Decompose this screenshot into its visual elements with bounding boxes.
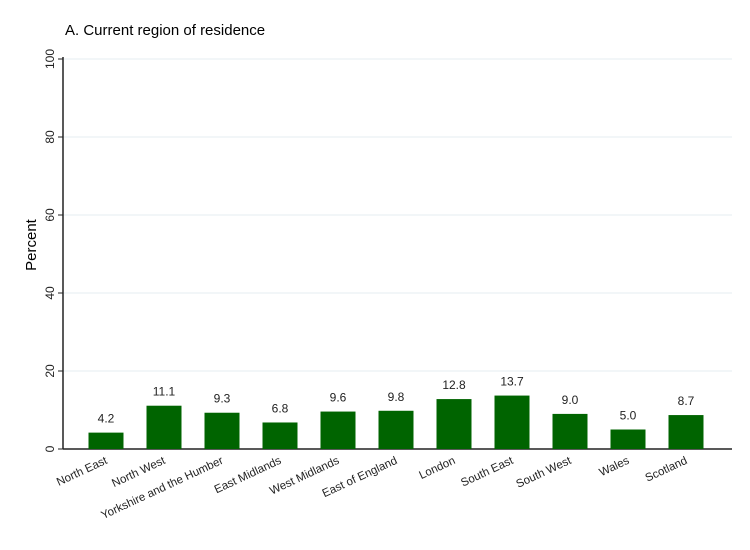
x-tick-label: South East — [459, 455, 516, 490]
bar — [610, 429, 646, 449]
bar — [668, 415, 704, 449]
y-tick-label: 80 — [43, 130, 57, 144]
bar-value-label: 9.8 — [388, 390, 405, 404]
bar — [204, 412, 240, 449]
y-tick-label: 20 — [43, 364, 57, 378]
bar-value-label: 6.8 — [272, 401, 289, 415]
x-tick-label: Scotland — [644, 455, 690, 485]
bar — [88, 432, 124, 449]
bar-value-label: 9.6 — [330, 391, 347, 405]
bar-value-label: 12.8 — [442, 378, 466, 392]
bar — [146, 405, 182, 449]
x-tick-label: South West — [514, 455, 573, 491]
y-tick-label: 60 — [43, 208, 57, 222]
bar — [494, 395, 530, 449]
x-tick-label: Wales — [598, 455, 632, 479]
y-axis-label: Percent — [23, 218, 40, 271]
bar-value-label: 5.0 — [620, 409, 637, 423]
y-tick-label: 100 — [43, 49, 57, 69]
bar-value-label: 9.0 — [562, 393, 579, 407]
y-tick-label: 0 — [43, 445, 57, 452]
bar — [552, 413, 588, 449]
bar — [378, 410, 414, 449]
bar — [320, 411, 356, 449]
bar-value-label: 8.7 — [678, 394, 695, 408]
x-tick-label: London — [417, 455, 457, 482]
y-tick-label: 40 — [43, 286, 57, 300]
bar-value-label: 9.3 — [214, 392, 231, 406]
bar — [436, 399, 472, 449]
bar — [262, 422, 298, 449]
bar-value-label: 11.1 — [153, 385, 176, 399]
bar-value-label: 4.2 — [98, 412, 115, 426]
x-tick-label: North East — [55, 455, 110, 489]
bar-value-label: 13.7 — [500, 375, 524, 389]
chart-title: A. Current region of residence — [65, 22, 265, 39]
